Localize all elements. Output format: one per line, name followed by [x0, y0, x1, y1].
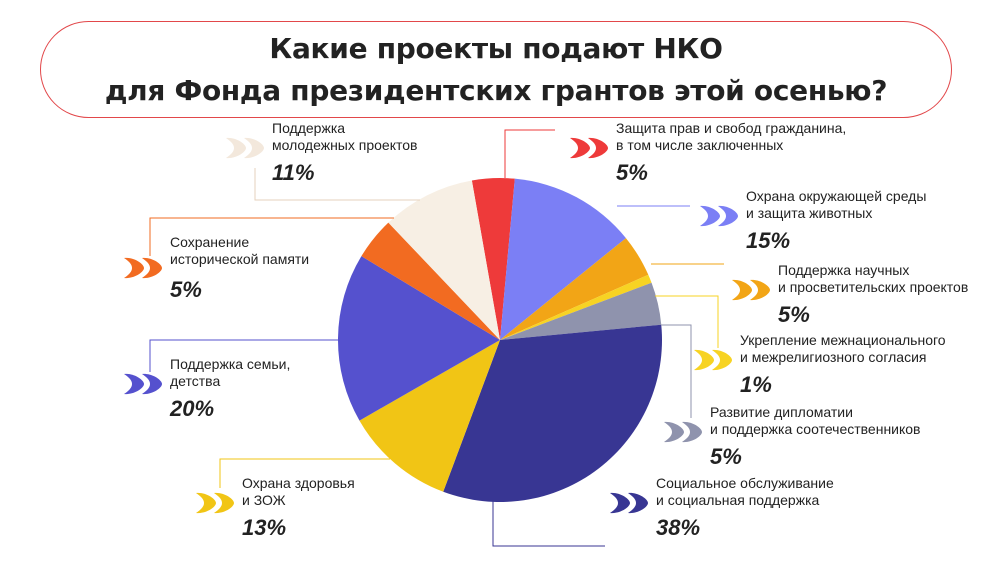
slice-label-social: Социальное обслуживание и социальная подд… — [656, 475, 834, 509]
double-heart-chevron-icon — [610, 492, 648, 514]
leader-line-youth — [254, 168, 420, 201]
double-heart-chevron-icon — [124, 373, 162, 395]
pie-slice-social — [443, 324, 662, 502]
pie-slice-diplomacy — [500, 282, 662, 340]
pie-slice-youth — [388, 180, 500, 340]
slice-label-interethnic: Укрепление межнационального и межрелигиоз… — [740, 332, 946, 366]
leader-line-diplomacy — [661, 324, 692, 418]
slice-label-line: и просветительских проектов — [778, 279, 969, 295]
pie-slice-health — [359, 340, 500, 492]
title-line-1: Какие проекты подают НКО — [269, 32, 723, 65]
slice-percent-rights: 5% — [616, 160, 648, 185]
double-heart-chevron-icon — [694, 349, 732, 371]
slice-label-environment: Охрана окружающей среды и защита животных — [746, 188, 926, 222]
slice-percent-social: 38% — [656, 515, 701, 540]
slice-label-line: Укрепление межнационального — [740, 332, 946, 348]
slice-label-line: исторической памяти — [170, 251, 310, 267]
double-heart-chevron-icon — [124, 257, 162, 279]
pie-slice-rights — [471, 177, 515, 340]
slice-label-rights: Защита прав и свобод гражданина, в том чи… — [616, 120, 846, 154]
slice-label-line: в том числе заключенных — [616, 137, 784, 153]
slice-label-line: Сохранение — [170, 234, 250, 250]
leader-line-memory — [149, 217, 394, 256]
leader-line-rights — [504, 129, 555, 178]
slice-label-line: Социальное обслуживание — [656, 475, 834, 491]
title-banner: Какие проекты подают НКО для Фонда прези… — [40, 21, 952, 118]
leader-line-family — [149, 339, 340, 372]
slice-percent-science: 5% — [778, 302, 810, 327]
slice-label-line: Охрана здоровья — [242, 475, 355, 491]
double-heart-chevron-icon — [664, 421, 702, 443]
slice-percent-youth: 11% — [272, 160, 315, 185]
leader-line-interethnic — [655, 295, 719, 348]
slice-label-memory: Сохранение исторической памяти — [170, 234, 309, 268]
slice-label-line: Охрана окружающей среды — [746, 188, 927, 204]
pie-slice-science — [500, 238, 649, 340]
double-heart-chevron-icon — [570, 137, 608, 159]
slice-label-line: Развитие дипломатии — [710, 404, 853, 420]
pie-slice-interethnic — [500, 274, 652, 340]
slice-label-science: Поддержка научных и просветительских прое… — [778, 262, 968, 296]
slice-label-youth: Поддержка молодежных проектов — [272, 120, 417, 154]
title-line-2: для Фонда президентских грантов этой осе… — [104, 74, 888, 107]
slice-percent-memory: 5% — [170, 277, 202, 302]
slice-label-line: Защита прав и свобод гражданина, — [616, 120, 847, 136]
slice-label-line: Поддержка — [272, 120, 346, 136]
pie-slice-environment — [500, 178, 626, 340]
double-heart-chevron-icon — [732, 279, 770, 301]
slice-percent-interethnic: 1% — [740, 372, 772, 397]
slice-label-diplomacy: Развитие дипломатии и поддержка соотечест… — [710, 404, 921, 438]
slice-label-family: Поддержка семьи, детства — [170, 356, 290, 390]
leader-line-health — [219, 458, 390, 488]
slice-label-line: и социальная поддержка — [656, 492, 820, 508]
slice-label-line: Поддержка семьи, — [170, 356, 291, 372]
slice-label-line: Поддержка научных — [778, 262, 910, 278]
slice-label-line: и ЗОЖ — [242, 492, 286, 508]
slice-label-line: детства — [170, 373, 221, 389]
double-heart-chevron-icon — [700, 205, 738, 227]
double-heart-chevron-icon — [196, 492, 234, 514]
slice-percent-family: 20% — [170, 396, 215, 421]
slice-label-line: и межрелигиозного согласия — [740, 349, 927, 365]
slice-label-line: и защита животных — [746, 205, 873, 221]
slice-percent-health: 13% — [242, 515, 287, 540]
slice-label-line: молодежных проектов — [272, 137, 418, 153]
pie-slice-family — [337, 256, 500, 421]
pie-slice-memory — [361, 222, 500, 340]
slice-percent-environment: 15% — [746, 228, 791, 253]
slice-label-health: Охрана здоровья и ЗОЖ — [242, 475, 355, 509]
slice-percent-diplomacy: 5% — [710, 444, 742, 469]
leader-line-social — [492, 495, 605, 547]
slice-label-line: и поддержка соотечественников — [710, 421, 921, 437]
double-heart-chevron-icon — [226, 137, 264, 159]
